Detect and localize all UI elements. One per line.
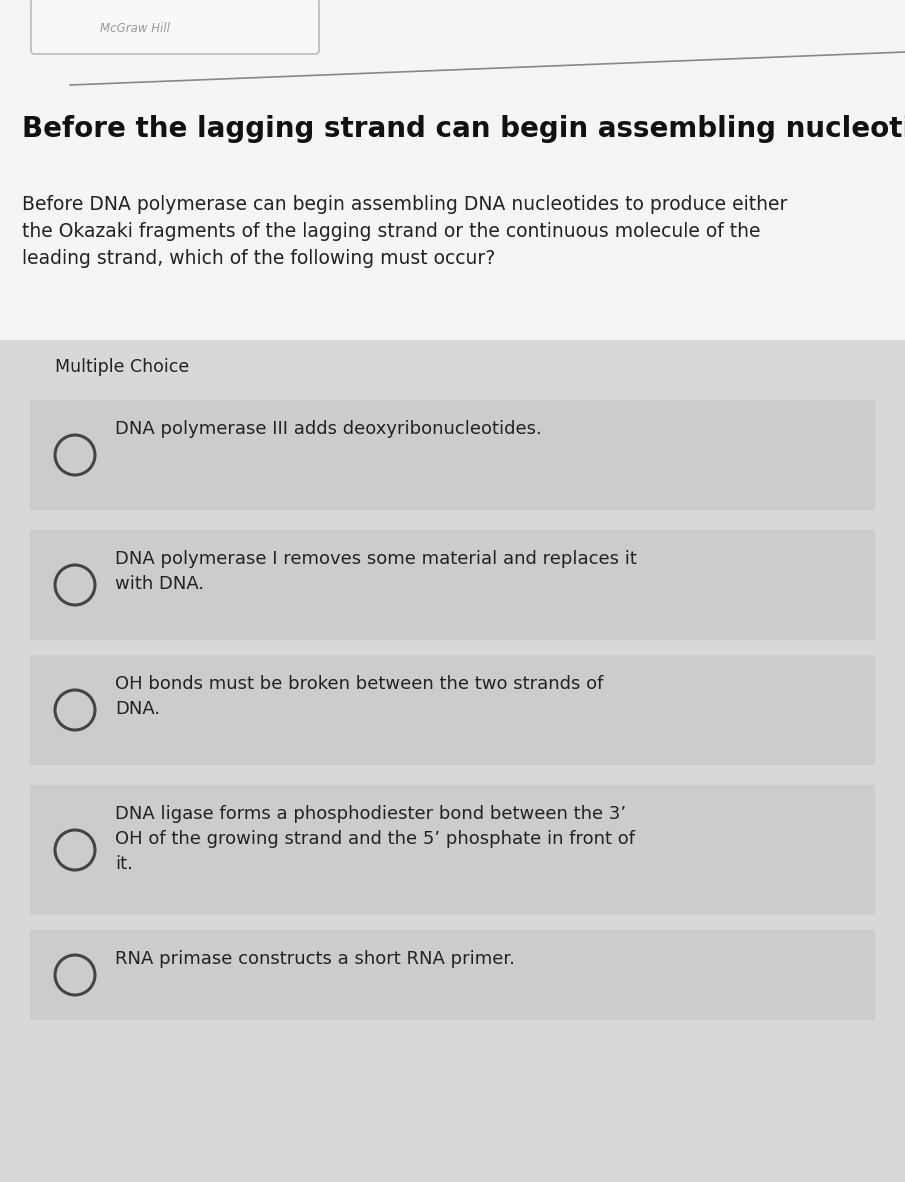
Text: Multiple Choice: Multiple Choice <box>55 358 189 376</box>
Text: DNA ligase forms a phosphodiester bond between the 3’
OH of the growing strand a: DNA ligase forms a phosphodiester bond b… <box>115 805 635 873</box>
FancyBboxPatch shape <box>31 0 319 54</box>
Text: OH bonds must be broken between the two strands of
DNA.: OH bonds must be broken between the two … <box>115 675 604 717</box>
Text: McGraw Hill: McGraw Hill <box>100 21 170 34</box>
FancyBboxPatch shape <box>30 530 875 639</box>
FancyBboxPatch shape <box>30 785 875 915</box>
Text: RNA primase constructs a short RNA primer.: RNA primase constructs a short RNA prime… <box>115 950 515 968</box>
Text: Before DNA polymerase can begin assembling DNA nucleotides to produce either
the: Before DNA polymerase can begin assembli… <box>22 195 787 268</box>
Text: DNA polymerase I removes some material and replaces it
with DNA.: DNA polymerase I removes some material a… <box>115 550 637 593</box>
FancyBboxPatch shape <box>30 655 875 765</box>
FancyBboxPatch shape <box>30 400 875 509</box>
FancyBboxPatch shape <box>30 930 875 1020</box>
FancyBboxPatch shape <box>0 0 905 345</box>
Text: Before the lagging strand can begin assembling nucleotides: Before the lagging strand can begin asse… <box>22 115 905 143</box>
FancyBboxPatch shape <box>0 340 905 1182</box>
Text: DNA polymerase III adds deoxyribonucleotides.: DNA polymerase III adds deoxyribonucleot… <box>115 420 542 439</box>
